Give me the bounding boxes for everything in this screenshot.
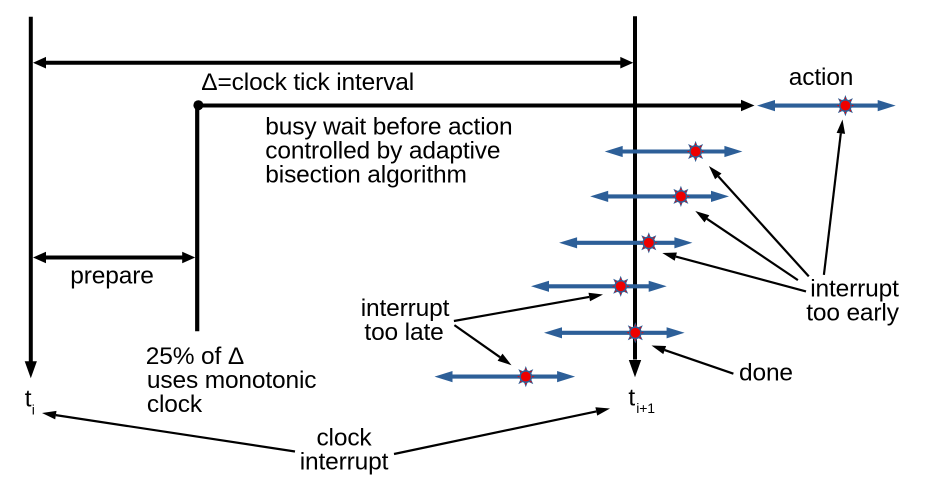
svg-text:clock: clock <box>147 391 203 418</box>
svg-text:i+1: i+1 <box>636 400 655 416</box>
svg-text:too late: too late <box>364 319 443 346</box>
svg-text:t: t <box>25 386 32 413</box>
svg-text:busy wait before action: busy wait before action <box>265 113 512 140</box>
svg-text:interrupt: interrupt <box>300 448 389 475</box>
svg-text:done: done <box>739 359 793 386</box>
svg-text:25% of Δ: 25% of Δ <box>146 343 244 370</box>
svg-text:too early: too early <box>806 300 900 327</box>
svg-text:interrupt: interrupt <box>810 276 899 303</box>
svg-text:interrupt: interrupt <box>361 295 450 322</box>
svg-text:prepare: prepare <box>70 262 153 289</box>
svg-text:i: i <box>32 402 35 418</box>
svg-text:clock: clock <box>316 424 372 451</box>
svg-text:uses monotonic: uses monotonic <box>147 367 317 394</box>
svg-text:t: t <box>628 384 635 411</box>
svg-text:bisection algorithm: bisection algorithm <box>265 161 466 188</box>
svg-text:Δ=clock tick interval: Δ=clock tick interval <box>201 69 414 96</box>
svg-text:action: action <box>789 64 853 91</box>
svg-text:controlled by adaptive: controlled by adaptive <box>265 137 500 164</box>
